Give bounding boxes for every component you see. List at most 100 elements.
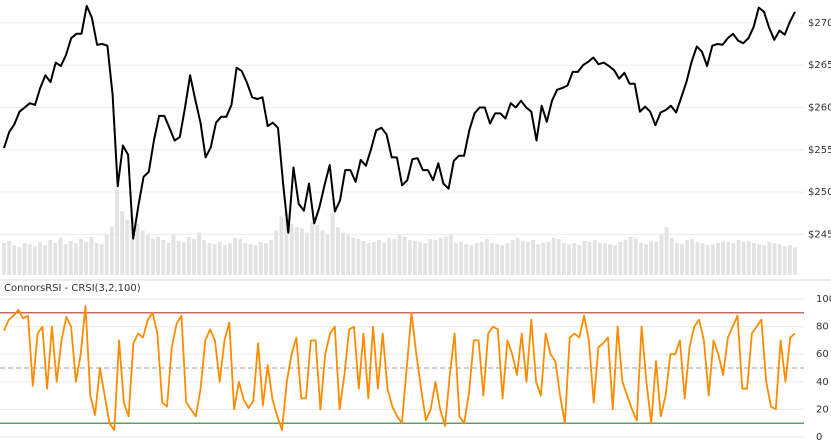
volume-bar <box>423 243 428 275</box>
volume-bar <box>500 245 505 275</box>
volume-bar <box>654 242 659 275</box>
volume-bar <box>741 242 746 275</box>
y-tick-label: $255 <box>808 145 831 156</box>
volume-bar <box>341 232 345 275</box>
volume-bar <box>248 244 253 275</box>
volume-bar <box>674 243 679 275</box>
y-tick-label: $270 <box>808 18 831 29</box>
volume-bar <box>659 234 664 275</box>
volume-bar <box>520 241 525 275</box>
volume-bar <box>680 244 684 275</box>
volume-bar <box>433 239 438 275</box>
volume-bar <box>32 246 37 275</box>
volume-bar <box>176 241 181 275</box>
volume-bar <box>777 244 782 275</box>
volume-bar <box>572 243 577 275</box>
volume-bar <box>649 241 654 275</box>
volume-bar <box>618 242 623 275</box>
volume-bar <box>751 243 756 275</box>
volume-bar <box>192 238 196 275</box>
volume-bar <box>407 239 412 275</box>
volume-bar <box>212 244 217 275</box>
volume-bar <box>392 238 397 275</box>
volume-bar <box>243 243 248 275</box>
volume-bar <box>181 242 186 275</box>
y-tick-label: 80 <box>816 322 829 333</box>
volume-bar <box>135 224 140 275</box>
volume-bar <box>531 239 535 275</box>
volume-bar <box>58 237 63 275</box>
volume-bar <box>371 242 376 275</box>
volume-bar <box>356 238 361 275</box>
volume-bar <box>669 237 674 275</box>
volume-bar <box>587 242 592 275</box>
volume-bar <box>22 243 27 275</box>
volume-bar <box>644 244 648 275</box>
volume-bar <box>217 242 222 275</box>
volume-bar <box>551 237 556 275</box>
volume-bar <box>294 227 299 275</box>
volume-bar <box>474 243 479 275</box>
volume-bar <box>459 242 464 275</box>
volume-bar <box>258 242 263 275</box>
volume-bar <box>757 244 761 275</box>
volume-bar <box>438 237 443 275</box>
volume-bar <box>166 243 171 275</box>
volume-bar <box>125 219 130 275</box>
volume-bar <box>145 234 150 275</box>
volume-bar <box>536 244 541 275</box>
volume-bar <box>469 245 474 275</box>
volume-bar <box>233 237 238 275</box>
y-tick-label: $260 <box>808 102 831 113</box>
volume-bar <box>140 230 145 275</box>
volume-bar <box>99 244 104 275</box>
volume-bar <box>510 239 515 275</box>
volume-bar <box>68 241 73 275</box>
volume-bar <box>387 237 392 275</box>
volume-bar <box>561 243 566 275</box>
volume-bar <box>567 244 571 275</box>
volume-bar <box>335 227 340 275</box>
volume-bar <box>787 245 792 275</box>
volume-bar <box>577 245 582 275</box>
volume-bar <box>382 243 387 275</box>
volume-bar <box>525 242 530 275</box>
volume-bar <box>726 242 731 275</box>
volume-bar <box>793 247 797 275</box>
volume-bar <box>690 238 695 275</box>
volume-bar <box>274 230 279 275</box>
y-tick-label: 100 <box>816 294 831 305</box>
volume-bar <box>402 236 407 275</box>
volume-bar <box>315 225 320 275</box>
volume-bar <box>222 245 227 275</box>
volume-bar <box>12 245 17 275</box>
volume-bar <box>84 242 89 275</box>
volume-bar <box>731 243 736 275</box>
price-line <box>3 4 796 240</box>
y-tick-label: $250 <box>808 187 831 198</box>
volume-bar <box>623 239 628 275</box>
volume-bar <box>361 241 366 275</box>
y-tick-label: 60 <box>816 349 829 360</box>
volume-bar <box>454 243 458 275</box>
volume-bar <box>120 211 125 275</box>
volume-bar <box>156 236 161 275</box>
volume-bar <box>556 238 561 275</box>
volume-bar <box>603 243 607 275</box>
volume-bar <box>94 243 99 275</box>
volume-bar <box>346 234 351 275</box>
volume-bar <box>269 239 274 275</box>
volume-bar <box>464 244 469 275</box>
volume-bar <box>782 246 787 275</box>
volume-bar <box>443 236 448 275</box>
volume-bar <box>412 241 417 275</box>
volume-bar <box>284 211 289 275</box>
volume-bar <box>228 243 232 275</box>
volume-bar <box>377 239 381 275</box>
volume-bar <box>613 245 618 275</box>
volume-bar <box>515 237 520 275</box>
volume-bar <box>305 232 309 275</box>
volume-bar <box>366 243 371 275</box>
volume-bar <box>73 243 78 275</box>
